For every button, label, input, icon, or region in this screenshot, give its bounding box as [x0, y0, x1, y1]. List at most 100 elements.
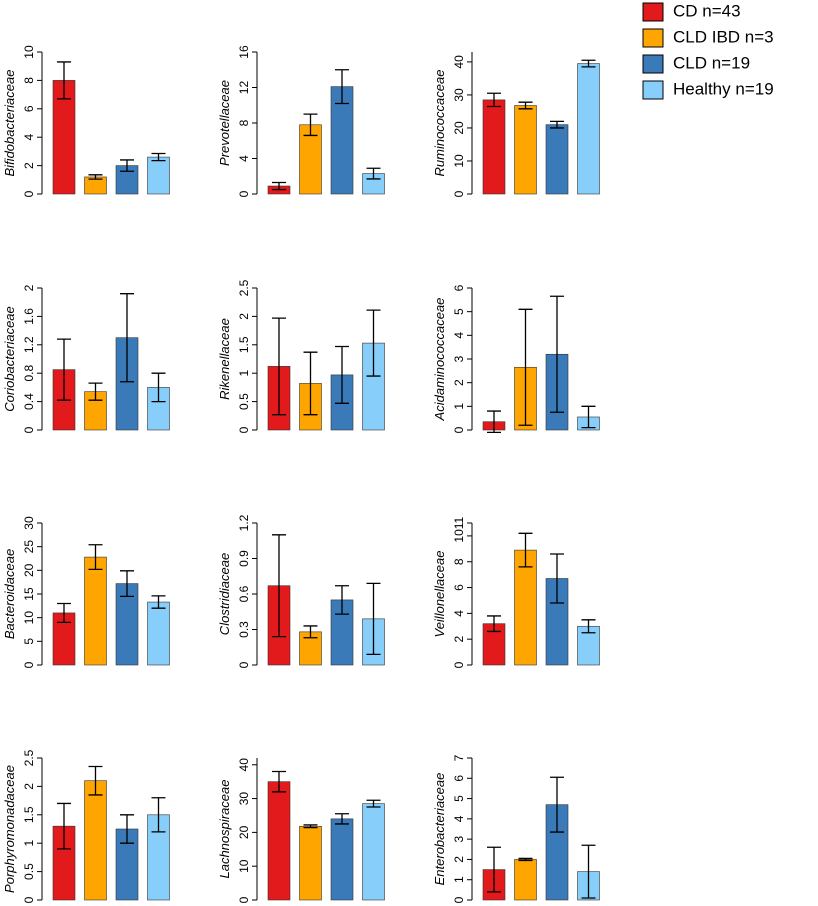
error-bar — [151, 152, 166, 162]
y-tick-label: 2.5 — [237, 279, 251, 296]
error-bar — [581, 619, 596, 634]
y-tick-label: 8 — [452, 558, 466, 565]
y-tick-label: 8 — [237, 119, 251, 126]
y-tick-label: 2.5 — [22, 749, 36, 766]
legend-label: CLD n=19 — [673, 53, 750, 72]
y-tick-label: 10 — [452, 529, 466, 543]
error-bar — [487, 846, 501, 893]
y-tick-label: 1.2 — [237, 514, 251, 531]
error-bar — [335, 69, 349, 105]
error-bar — [88, 544, 103, 571]
panel: 0 1 2 3 4 5 6 7 Enterobacteriaceae — [432, 754, 600, 903]
y-tick-label: 2 — [452, 636, 466, 643]
error-bar — [335, 345, 349, 404]
panel: 0 1 2 3 4 5 6 Acidaminococcaceae — [432, 284, 600, 433]
y-tick-label: 5 — [452, 308, 466, 315]
y-axis-label: Acidaminococcaceae — [432, 298, 447, 422]
bar — [330, 818, 354, 901]
y-tick-label: 0 — [22, 896, 36, 903]
y-axis-label: Lachnospiraceae — [217, 779, 232, 878]
legend-swatch — [642, 2, 664, 22]
bar — [84, 780, 107, 901]
error-bar — [57, 602, 71, 624]
bar — [482, 99, 506, 195]
y-tick-label: 0.5 — [22, 863, 36, 880]
y-tick-label: 5 — [22, 638, 36, 645]
panel: 0 5 10 15 20 25 30 Bacteroidaceae — [2, 516, 170, 668]
y-tick-label: 10 — [452, 154, 466, 168]
y-tick-label: 2 — [237, 313, 251, 320]
error-bar — [272, 181, 286, 191]
y-axis-label: Bacteroidaceae — [2, 549, 17, 639]
y-tick-label: 16 — [237, 45, 251, 59]
error-bar — [57, 61, 71, 100]
error-bar — [335, 585, 349, 615]
y-tick-label: 10 — [22, 611, 36, 625]
y-tick-label: 40 — [237, 758, 251, 772]
y-tick-label: 0.6 — [237, 585, 251, 602]
bar — [362, 803, 385, 901]
error-bar — [581, 59, 596, 68]
y-axis-label: Clostridiaceae — [217, 553, 232, 635]
y-tick-label: 6 — [452, 284, 466, 291]
error-bar — [366, 799, 381, 808]
bar — [514, 859, 537, 901]
error-bar — [487, 92, 501, 108]
y-tick-label: 1.5 — [237, 336, 251, 353]
bar — [147, 601, 170, 666]
error-bar — [120, 159, 134, 172]
y-tick-label: 6 — [452, 584, 466, 591]
y-tick-label: 0 — [237, 190, 251, 197]
y-tick-label: 40 — [452, 55, 466, 69]
error-bar — [272, 770, 286, 793]
y-tick-label: 2 — [22, 284, 36, 291]
error-bar — [272, 534, 286, 638]
error-bar — [120, 570, 134, 598]
error-bar — [518, 857, 533, 862]
panel: 0 0.4 0.8 1.2 1.6 2 Coriobacteriaceae — [2, 284, 170, 433]
y-tick-label: 1 — [452, 403, 466, 410]
y-tick-label: 20 — [237, 825, 251, 839]
y-tick-label: 0 — [237, 896, 251, 903]
y-tick-label: 0 — [22, 661, 36, 668]
y-tick-label: 0 — [452, 190, 466, 197]
bar — [299, 825, 322, 901]
panel: 0 10 20 30 40 Lachnospiraceae — [217, 758, 385, 903]
error-bar — [151, 797, 166, 833]
y-tick-label: 0.8 — [22, 365, 36, 382]
error-bar — [550, 776, 564, 833]
y-axis-label: Ruminococcaceae — [432, 70, 447, 177]
y-tick-label: 0 — [452, 896, 466, 903]
legend-label: CD n=43 — [673, 1, 741, 20]
error-bar — [335, 813, 349, 825]
y-tick-label: 30 — [452, 88, 466, 102]
y-axis-label: Bifidobacteriaceae — [2, 70, 17, 177]
error-bar — [88, 765, 103, 796]
bar — [545, 124, 569, 195]
y-tick-label: 5 — [452, 795, 466, 802]
error-bar — [581, 405, 596, 429]
y-tick-label: 1 — [237, 370, 251, 377]
y-tick-label: 1.6 — [22, 308, 36, 325]
panel: 0 0.5 1 1.5 2 2.5 Porphyromonadaceae — [2, 749, 170, 903]
y-axis-label: Veillonellaceae — [432, 551, 447, 638]
error-bar — [487, 615, 501, 633]
panel: 0 0.3 0.6 0.9 1.2 Clostridiaceae — [217, 514, 385, 668]
error-bar — [120, 814, 134, 844]
y-tick-label: 6 — [22, 105, 36, 112]
y-tick-label: 0 — [452, 426, 466, 433]
error-bar — [151, 595, 166, 609]
bar — [577, 63, 600, 195]
y-axis-label: Rikenellaceae — [217, 318, 232, 400]
error-bar — [120, 293, 134, 383]
y-tick-label: 1.2 — [22, 336, 36, 353]
y-tick-label: 0 — [452, 661, 466, 668]
y-tick-label: 10 — [237, 859, 251, 873]
error-bar — [518, 101, 533, 110]
error-bar — [57, 338, 71, 401]
y-tick-label: 7 — [452, 754, 466, 761]
y-tick-label: 3 — [452, 835, 466, 842]
y-axis-label: Prevotellaceae — [217, 80, 232, 166]
y-tick-label: 0.3 — [237, 621, 251, 638]
